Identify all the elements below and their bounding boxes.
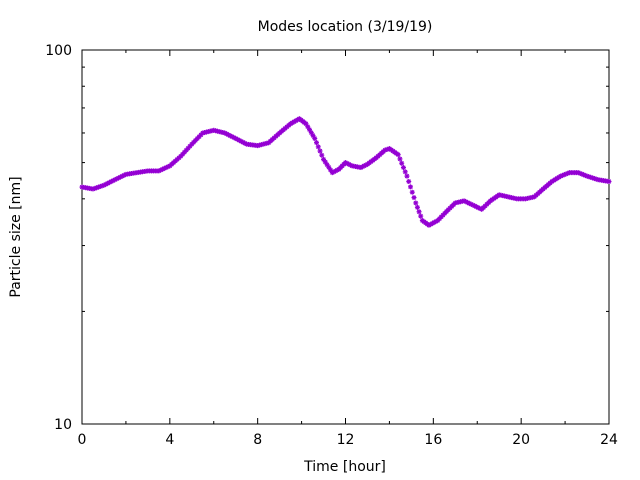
y-axis: 10 100 — [45, 43, 609, 433]
data-series — [79, 116, 612, 228]
data-point — [414, 204, 420, 210]
x-axis: 0 4 8 12 16 20 24 — [78, 50, 618, 448]
plot-frame — [81, 49, 610, 425]
x-tick-label: 4 — [165, 432, 174, 448]
data-point — [312, 135, 318, 141]
data-point — [315, 144, 321, 150]
data-point — [413, 200, 419, 206]
x-tick-label: 24 — [600, 432, 618, 448]
data-point — [409, 189, 415, 195]
data-point — [395, 152, 401, 158]
x-axis-label: Time [hour] — [303, 459, 386, 475]
data-point — [399, 160, 405, 166]
x-tick-label: 12 — [337, 432, 355, 448]
data-point — [418, 213, 424, 219]
data-point — [317, 148, 323, 154]
data-point — [406, 178, 412, 184]
data-point — [161, 165, 167, 171]
x-tick-label: 8 — [253, 432, 262, 448]
data-point — [163, 165, 169, 171]
x-tick-label: 20 — [512, 432, 530, 448]
data-point — [606, 179, 612, 185]
data-point — [314, 140, 320, 146]
x-tick-label: 16 — [424, 432, 442, 448]
chart-title: Modes location (3/19/19) — [258, 19, 433, 35]
y-axis-label: Particle size [nm] — [8, 176, 24, 297]
y-tick-label: 10 — [54, 417, 72, 433]
data-point — [411, 195, 417, 201]
data-point — [319, 152, 325, 158]
data-point — [397, 156, 403, 162]
data-point — [402, 169, 408, 175]
data-point — [416, 209, 422, 215]
data-point — [106, 179, 112, 185]
x-tick-label: 0 — [78, 432, 87, 448]
data-point — [408, 184, 413, 190]
y-tick-label: 100 — [45, 43, 72, 59]
data-point — [404, 173, 410, 179]
data-point — [400, 165, 406, 171]
